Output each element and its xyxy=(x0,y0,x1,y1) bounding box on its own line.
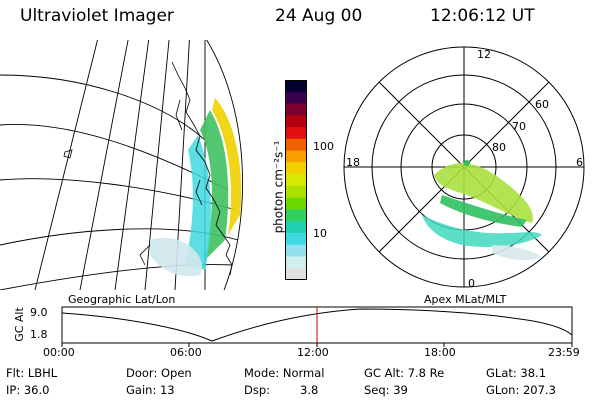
lon-grid-line xyxy=(34,40,98,290)
colorbar-swatch xyxy=(285,150,307,163)
colorbar-unit-label: photon cm⁻²s⁻¹ xyxy=(271,140,286,234)
color-bar xyxy=(285,80,307,280)
polar-plot xyxy=(343,46,585,288)
polar-label-0: 0 xyxy=(468,277,475,290)
info-dsp-label: Dsp: xyxy=(244,383,271,397)
colorbar-swatch xyxy=(285,115,307,128)
info-door: Door: Open xyxy=(126,366,192,380)
polar-label-12: 12 xyxy=(477,48,491,61)
lon-grid-line xyxy=(114,40,150,290)
info-gain: Gain: 13 xyxy=(126,383,175,397)
x-tick-1200: 12:00 xyxy=(297,346,329,359)
date-label: 24 Aug 00 xyxy=(275,6,363,26)
polar-label-6: 6 xyxy=(576,156,583,169)
info-glon: GLon: 207.3 xyxy=(486,383,556,397)
time-label: 12:06:12 UT xyxy=(430,6,535,26)
x-tick-2359: 23:59 xyxy=(548,346,580,359)
polar-ring-label-60: 60 xyxy=(535,98,549,111)
coastline xyxy=(63,61,233,276)
lat-grid-line xyxy=(0,74,206,141)
colorbar-swatch xyxy=(285,244,307,257)
colorbar-swatch xyxy=(285,268,307,280)
app-title: Ultraviolet Imager xyxy=(20,6,174,26)
gc-alt-axis-label: GC Alt xyxy=(12,307,26,342)
geographic-panel-label: Geographic Lat/Lon xyxy=(68,293,176,306)
info-dsp-value: 3.8 xyxy=(300,383,319,397)
info-ip: IP: 36.0 xyxy=(6,383,50,397)
colorbar-swatch xyxy=(285,80,307,93)
polar-ring-label-70: 70 xyxy=(512,120,526,133)
lat-grid-line xyxy=(0,264,233,290)
colorbar-swatch xyxy=(285,232,307,246)
colorbar-swatch xyxy=(285,103,307,116)
colorbar-swatch xyxy=(285,91,307,105)
lon-grid-line xyxy=(144,40,170,290)
y-tick-1-8: 1.8 xyxy=(30,328,48,341)
info-mode: Mode: Normal xyxy=(244,366,325,380)
colorbar-swatch xyxy=(285,256,307,269)
aurora-band-geo xyxy=(150,98,242,277)
colorbar-swatch xyxy=(285,162,307,175)
geographic-map-panel xyxy=(0,40,243,290)
lon-grid-line xyxy=(79,40,129,290)
x-tick-0000: 00:00 xyxy=(43,346,75,359)
colorbar-swatch xyxy=(285,138,307,152)
aurora-oval-polar xyxy=(422,160,542,261)
altitude-curve xyxy=(61,308,573,342)
info-glat: GLat: 38.1 xyxy=(486,366,547,380)
colorbar-swatch xyxy=(285,127,307,140)
info-flt: Flt: LBHL xyxy=(6,366,58,380)
colorbar-swatch xyxy=(285,197,307,210)
altitude-time-plot xyxy=(61,306,573,347)
colorbar-tick-100: 100 xyxy=(313,140,334,153)
info-gc-alt: GC Alt: 7.8 Re xyxy=(364,366,445,380)
colorbar-tick-10: 10 xyxy=(313,227,327,240)
colorbar-swatch xyxy=(285,209,307,222)
y-tick-9: 9.0 xyxy=(30,306,48,319)
apex-panel-label: Apex MLat/MLT xyxy=(424,293,507,306)
polar-ring-label-80: 80 xyxy=(492,141,506,154)
colorbar-swatch xyxy=(285,185,307,199)
info-seq: Seq: 39 xyxy=(364,383,408,397)
polar-label-18: 18 xyxy=(346,156,360,169)
colorbar-swatch xyxy=(285,221,307,234)
x-tick-0600: 06:00 xyxy=(170,346,202,359)
colorbar-swatch xyxy=(285,174,307,187)
x-tick-1800: 18:00 xyxy=(424,346,456,359)
